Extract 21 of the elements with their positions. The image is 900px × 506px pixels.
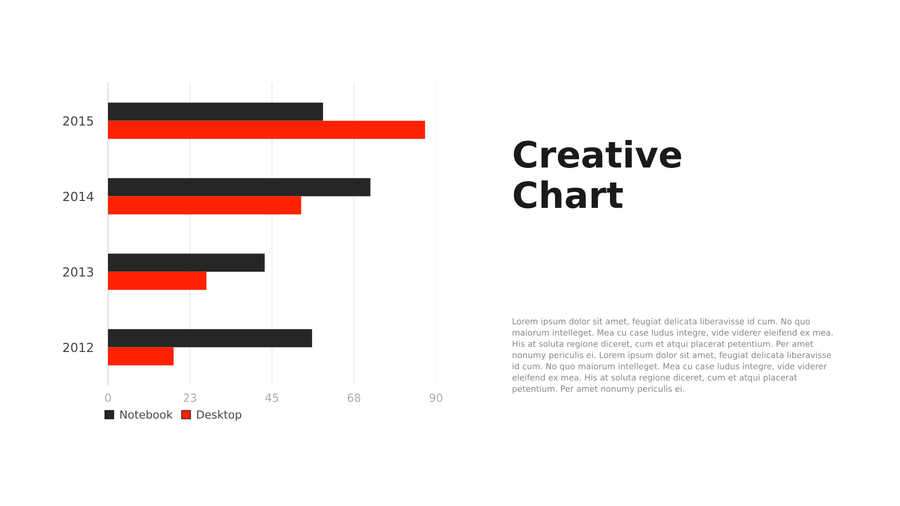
y-tick-label: 2013 [63, 267, 94, 277]
x-tick-label: 0 [105, 394, 111, 402]
bar [108, 254, 265, 272]
bar [108, 120, 426, 139]
bar [108, 347, 174, 366]
bar [108, 196, 302, 214]
x-tick-label: 68 [348, 394, 360, 402]
y-tick-label: 2014 [63, 192, 94, 202]
bar [108, 178, 370, 196]
bar [108, 272, 206, 290]
x-tick-label: 90 [430, 394, 442, 402]
bar [108, 329, 312, 348]
text: Creative Chart [514, 140, 682, 208]
legend-label: Desktop [197, 410, 242, 421]
x-tick-label: 23 [184, 394, 196, 402]
legend-label: Notebook [120, 410, 173, 419]
bar [108, 102, 324, 121]
y-tick-label: 2015 [63, 116, 94, 126]
text: Lorem ipsum dolor sit amet, feugiat delicata liberavisse id cum. No quo maiorum intelleget. Mea cu case ludus integre, vide viderer eleifend ex mea. His at soluta regione diceret, cum et atqui placerat petentium. Per amet nonumy periculis ei. Lorem ipsum dolor sit amet, feugiat delicata liberavisse id cum. No quo maiorum intelleget. Mea cu case ludus integre, vide viderer eleifend ex mea. His at soluta regione diceret, cum et atqui placerat petentium. Per amet nonumy periculis ei. [512, 318, 833, 394]
y-tick-label: 2012 [63, 342, 93, 352]
x-tick-label: 45 [265, 394, 278, 402]
